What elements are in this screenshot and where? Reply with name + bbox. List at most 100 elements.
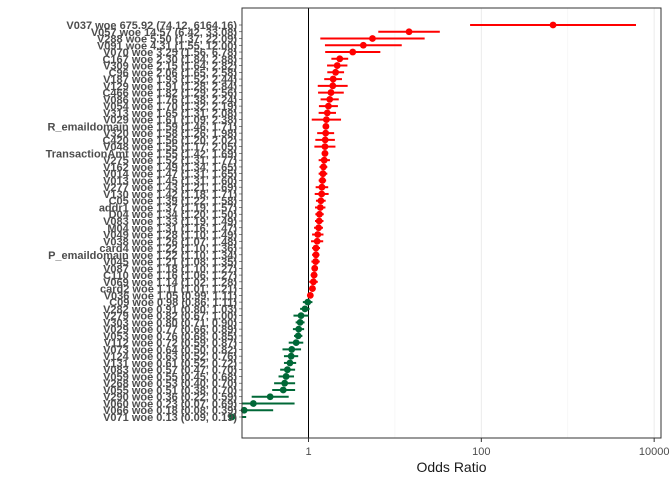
panel-border: [241, 7, 662, 439]
odds-ratio-point: [322, 122, 330, 130]
odds-ratio-point: [318, 190, 326, 198]
row-labels: V037 woe 675.92 (74.12, 6164.16)V057 woe…: [46, 20, 242, 424]
odds-ratio-point: [301, 305, 309, 313]
row-label: C05 woe 1.39 (1.22, 1.58): [109, 196, 238, 208]
row-label: addr1 woe 1.37 (1.19, 1.57): [99, 202, 238, 214]
odds-ratio-point: [281, 379, 289, 387]
row-label: V086 woe 1.76 (1.38, 2.24): [103, 94, 237, 106]
odds-ratio-point: [266, 393, 274, 401]
row-label: card4 woe 1.22 (1.10, 1.36): [99, 243, 237, 255]
odds-ratio-point: [284, 366, 291, 374]
row-label: TransactionAmt woe 1.55 (1.42, 1.69): [46, 148, 238, 160]
odds-ratio-point: [312, 244, 320, 252]
odds-ratio-point: [310, 278, 317, 286]
x-axis-title: Odds Ratio: [416, 459, 486, 475]
odds-ratio-point: [311, 264, 319, 272]
odds-ratio-point: [306, 291, 314, 299]
row-label: C96 woe 2.06 (1.65, 2.58): [109, 67, 238, 79]
odds-ratio-point: [319, 177, 326, 184]
row-label: R_emaildomain woe 1.59 (1.46, 1.71): [47, 121, 237, 133]
row-label: V073 woe 0.64 (0.50, 0.82): [103, 344, 237, 356]
row-label: V313 woe 1.65 (1.31, 2.08): [103, 108, 237, 120]
row-label: V045 woe 1.21 (1.08, 1.35): [103, 257, 237, 269]
odds-ratio-point: [309, 285, 316, 292]
odds-ratio-point: [297, 312, 305, 320]
row-label: V187 woe 1.93 (1.52, 2.44): [103, 74, 237, 86]
odds-ratio-point: [320, 156, 328, 164]
row-label: V060 woe 0.23 (0.07, 0.69): [103, 398, 237, 410]
row-label: V124 woe 0.63 (0.52, 0.76): [103, 351, 237, 363]
row-label: V053 woe 0.76 (0.68, 0.85): [103, 331, 237, 343]
row-label: V290 woe 0.36 (0.22, 0.59): [103, 392, 237, 404]
odds-ratio-point: [322, 129, 330, 137]
row-label: C420 woe 1.56 (1.20, 2.02): [102, 135, 237, 147]
row-label: V087 woe 1.18 (1.10, 1.27): [103, 263, 237, 275]
odds-ratio-point: [292, 339, 300, 347]
odds-ratio-point: [369, 35, 376, 42]
row-label: V049 woe 1.28 (1.10, 1.49): [103, 230, 237, 242]
forest-rows: [228, 21, 636, 421]
row-label: V055 woe 0.51 (0.38, 0.70): [103, 385, 237, 397]
odds-ratio-point: [228, 413, 236, 421]
row-label: V059 woe 0.55 (0.45, 0.68): [103, 371, 237, 383]
row-label: V303 woe 0.80 (0.71, 0.90): [103, 317, 237, 329]
row-label: V054 woe 1.70 (1.32, 2.19): [103, 101, 237, 113]
odds-ratio-point: [287, 352, 295, 360]
row-label: V083 woe 0.57 (0.47, 0.70): [103, 365, 237, 377]
odds-ratio-point: [323, 109, 331, 117]
odds-ratio-point: [349, 48, 357, 56]
odds-ratio-point: [326, 95, 334, 103]
x-axis: 1 100 10000: [305, 438, 669, 458]
row-label: V277 woe 1.43 (1.21, 1.69): [103, 182, 237, 194]
odds-ratio-point: [359, 41, 367, 49]
odds-ratio-point: [296, 318, 304, 326]
row-label: V029 woe 0.77 (0.66, 0.89): [103, 324, 237, 336]
odds-ratio-point: [282, 373, 290, 380]
odds-ratio-point: [320, 163, 327, 171]
odds-ratio-point: [304, 298, 312, 306]
odds-ratio-point: [312, 251, 320, 259]
odds-ratio-point: [295, 325, 303, 333]
row-label: V071 woe 0.13 (0.09, 0.19): [103, 412, 237, 424]
row-label: V275 woe 1.52 (1.31, 1.77): [103, 155, 237, 167]
odds-ratio-point: [329, 75, 337, 83]
row-label: C09 woe 0.98 (0.86, 1.11): [109, 297, 237, 309]
row-label: V309 woe 2.15 (1.64, 2.82): [103, 61, 237, 73]
row-label: M04 woe 1.31 (1.16, 1.47): [107, 223, 237, 235]
row-label: V083 woe 1.33 (1.19, 1.49): [103, 216, 237, 228]
row-label: V029 woe 1.61 (1.09, 2.38): [103, 115, 237, 127]
row-label: V036 woe 1.05 (0.99, 1.11): [104, 290, 238, 302]
row-label: card2 woe 1.11 (1.01, 1.21): [100, 284, 237, 296]
odds-ratio-point: [321, 150, 329, 157]
row-label: V131 woe 0.61 (0.52, 0.72): [103, 358, 237, 370]
odds-ratio-point: [332, 68, 340, 76]
odds-ratio-point: [314, 231, 322, 238]
row-label: V279 woe 0.82 (0.67, 1.00): [103, 311, 237, 323]
odds-ratio-point: [325, 102, 332, 110]
row-label: P_emaildomain woe 1.22 (1.10, 1.34): [48, 250, 237, 262]
odds-ratio-point: [316, 210, 323, 218]
odds-ratio-point: [316, 204, 324, 211]
row-label: V013 woe 1.45 (1.31, 1.60): [103, 175, 237, 187]
odds-ratio-point: [315, 224, 323, 232]
odds-ratio-point: [321, 136, 329, 144]
x-tick-label: 10000: [639, 446, 670, 458]
row-label: V057 woe 14.57 (6.42, 33.08): [91, 27, 237, 39]
row-label: V162 woe 1.49 (1.34, 1.65): [103, 162, 237, 174]
odds-ratio-point: [279, 386, 287, 394]
odds-ratio-point: [317, 197, 325, 205]
row-label: V014 woe 1.47 (1.31, 1.65): [103, 169, 237, 181]
odds-ratio-point: [319, 170, 327, 178]
odds-ratio-point: [329, 82, 337, 90]
row-label: D04 woe 1.34 (1.20, 1.50): [109, 209, 238, 221]
row-label: V037 woe 675.92 (74.12, 6164.16): [66, 20, 237, 32]
row-label: V129 woe 1.91 (1.28, 2.84): [103, 81, 237, 93]
row-label: V268 woe 0.53 (0.40, 0.70): [103, 378, 237, 390]
row-label: V066 woe 0.18 (0.08, 0.39): [103, 405, 237, 417]
odds-ratio-point: [313, 237, 321, 245]
row-label: C167 woe 2.30 (1.84, 2.88): [102, 54, 237, 66]
x-tick-label: 100: [472, 446, 490, 458]
odds-ratio-point: [310, 271, 318, 279]
odds-ratio-point: [312, 258, 320, 265]
row-label: V048 woe 1.55 (1.17, 2.05): [103, 142, 237, 154]
